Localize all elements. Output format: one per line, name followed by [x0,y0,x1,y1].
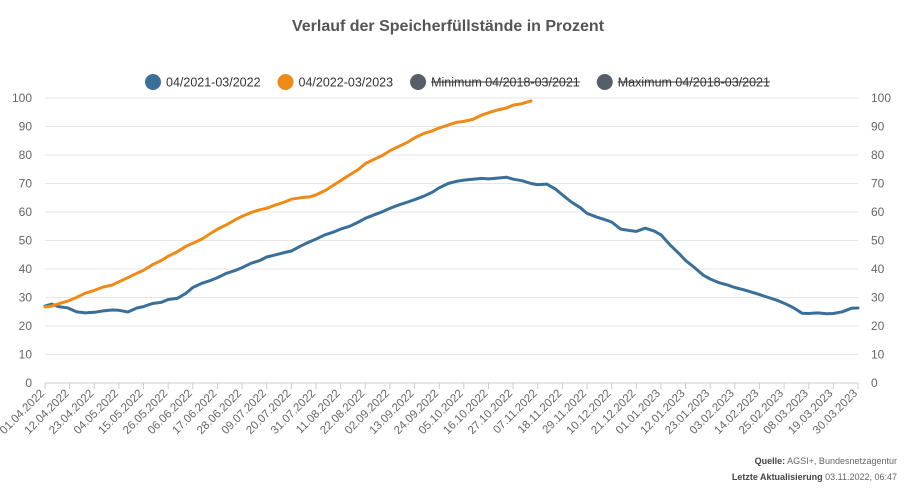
y-tick-label-left: 30 [19,291,33,305]
chart-title: Verlauf der Speicherfüllstände in Prozen… [292,18,605,35]
y-tick-label-right: 100 [871,91,891,105]
series-line-1 [43,175,860,316]
source-value: AGSI+, Bundesnetzagentur [787,456,897,466]
legend-marker [145,74,161,90]
legend-label: 04/2022-03/2023 [299,76,394,90]
series-line-2 [43,99,533,309]
update-note: Letzte Aktualisierung 03.11.2022, 06:47 [732,472,897,482]
y-axis-left: 0 10 20 30 40 50 60 70 80 90 100 [12,91,32,390]
legend-item-2[interactable]: 04/2022-03/2023 [277,74,394,90]
y-tick-label-right: 40 [871,262,885,276]
y-tick-label-left: 60 [19,205,33,219]
y-tick-label-right: 90 [871,120,885,134]
x-axis: 01.04.202212.04.202223.04.202204.05.2022… [0,383,860,437]
legend-marker [410,74,427,90]
y-tick-label-right: 10 [871,348,885,362]
y-tick-label-left: 100 [12,91,32,105]
update-label: Letzte Aktualisierung [731,472,823,482]
legend-item-1[interactable]: 04/2021-03/2022 [145,74,261,90]
y-tick-label-left: 70 [19,177,33,191]
y-tick-label-left: 50 [19,234,33,248]
series-group [43,99,860,316]
y-tick-label-left: 10 [19,348,33,362]
y-tick-label-left: 80 [19,148,33,162]
legend-item-4[interactable]: Maximum 04/2018-03/2021 [596,74,770,90]
y-tick-label-left: 90 [19,120,33,134]
legend-label: 04/2021-03/2022 [166,76,261,90]
grid-lines [45,97,858,384]
y-tick-label-right: 20 [871,319,885,333]
y-tick-label-left: 20 [19,319,33,333]
y-tick-label-right: 50 [871,234,885,248]
update-value: 03.11.2022, 06:47 [825,472,897,482]
source-label: Quelle: [754,456,786,466]
source-note: Quelle: AGSI+, Bundesnetzagentur [755,456,897,466]
y-tick-label-left: 40 [19,262,33,276]
legend-marker [596,74,613,90]
chart-legend: 04/2021-03/2022 04/2022-03/2023 Minimum 04… [145,74,770,90]
y-tick-label-right: 60 [871,205,885,219]
y-axis-right: 0 10 20 30 40 50 60 70 80 90 100 [871,91,891,390]
y-tick-label-right: 0 [871,376,878,390]
legend-marker [277,74,294,90]
y-tick-label-right: 30 [871,291,885,305]
y-tick-label-right: 70 [871,177,885,191]
y-tick-label-right: 80 [871,148,885,162]
legend-item-3[interactable]: Minimum 04/2018-03/2021 [410,74,580,90]
y-tick-label-left: 0 [25,376,32,390]
